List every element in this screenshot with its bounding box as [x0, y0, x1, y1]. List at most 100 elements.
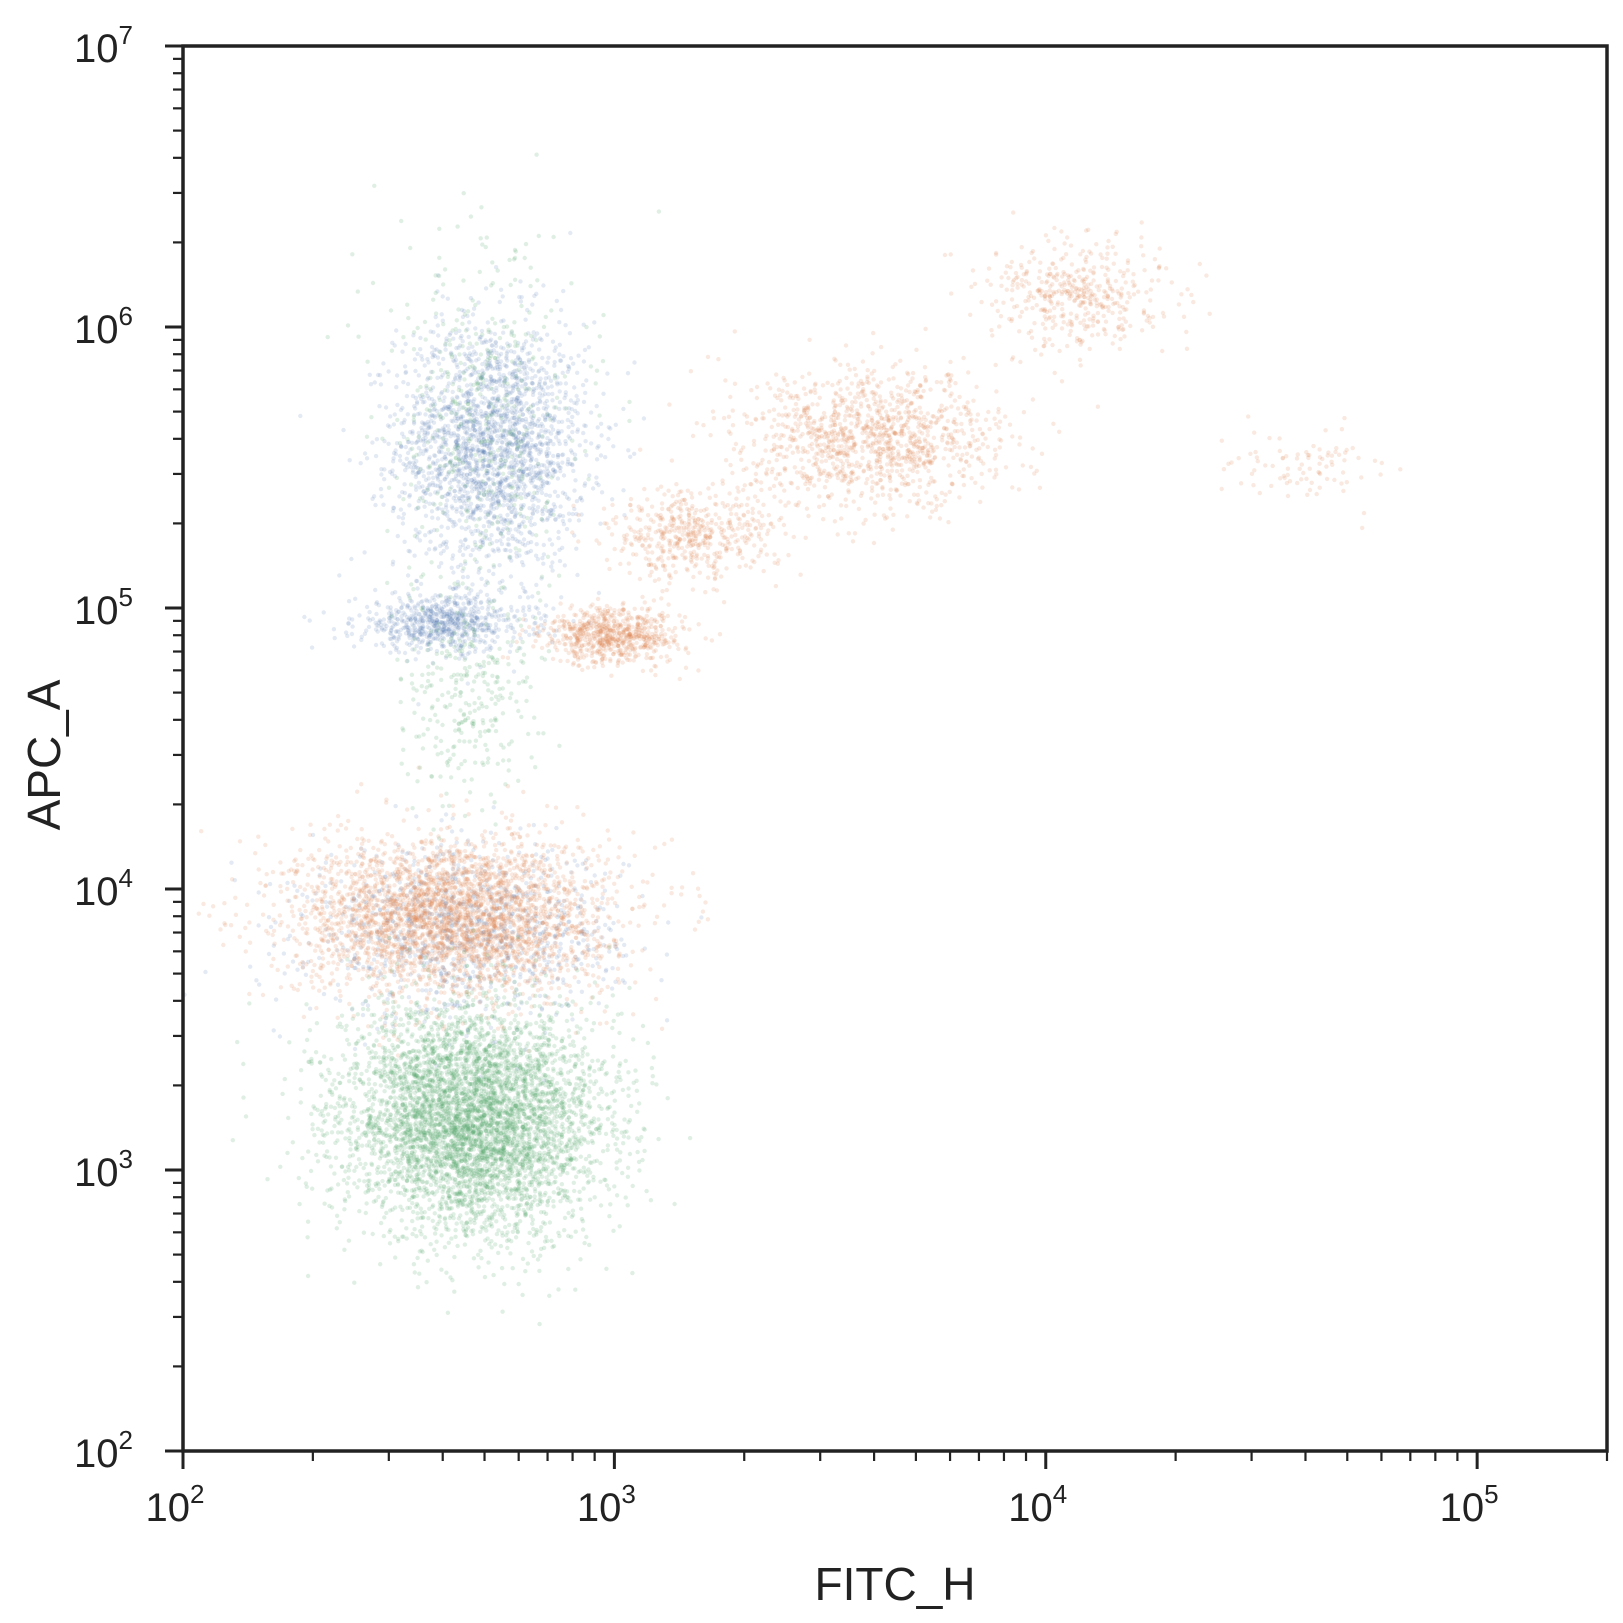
data-point: [407, 549, 413, 554]
data-point: [282, 971, 287, 976]
data-point: [472, 517, 477, 522]
data-point: [479, 435, 484, 440]
data-point: [558, 307, 564, 313]
data-point: [478, 600, 483, 606]
data-point: [553, 435, 559, 440]
data-point: [457, 400, 463, 405]
data-point: [269, 963, 274, 968]
data-point: [503, 413, 508, 418]
data-point: [494, 847, 499, 853]
data-point: [509, 503, 514, 508]
data-point: [511, 614, 517, 619]
data-point: [547, 460, 552, 466]
data-point: [457, 656, 462, 661]
data-point: [470, 424, 476, 429]
data-point: [555, 431, 560, 436]
data-point: [311, 888, 316, 894]
data-point: [260, 992, 266, 998]
data-point: [402, 650, 408, 656]
data-point: [518, 299, 524, 304]
data-point: [446, 423, 451, 429]
data-point: [473, 470, 479, 475]
data-point: [412, 605, 418, 611]
data-point: [473, 464, 479, 469]
data-point: [465, 446, 470, 452]
data-point: [511, 416, 516, 421]
data-point: [487, 360, 492, 366]
data-point: [554, 896, 559, 902]
data-point: [465, 495, 471, 500]
data-point: [445, 406, 451, 412]
data-point: [496, 613, 501, 618]
data-point: [395, 533, 400, 539]
data-point: [405, 412, 410, 417]
data-point: [545, 469, 550, 474]
data-point: [536, 611, 542, 616]
data-point: [503, 477, 509, 483]
data-point: [679, 892, 684, 897]
data-point: [394, 385, 399, 390]
data-point: [492, 639, 497, 645]
data-point: [472, 467, 477, 472]
data-point: [321, 610, 326, 615]
data-point: [554, 380, 560, 385]
data-point: [399, 605, 404, 610]
data-point: [572, 488, 577, 493]
data-point: [498, 457, 503, 463]
data-point: [485, 519, 491, 525]
data-point: [508, 643, 514, 648]
data-point: [495, 1026, 501, 1031]
data-point: [408, 618, 414, 623]
data-point: [624, 953, 629, 958]
data-point: [401, 461, 406, 467]
data-point: [497, 905, 503, 911]
data-point: [445, 525, 451, 531]
data-point: [632, 360, 637, 365]
data-point: [413, 406, 418, 411]
data-point: [484, 592, 490, 598]
data-point: [476, 356, 481, 362]
data-point: [254, 978, 259, 983]
data-point: [609, 986, 615, 991]
data-point: [458, 539, 463, 544]
data-point: [458, 375, 463, 381]
data-point: [547, 413, 553, 418]
data-point: [659, 978, 664, 983]
data-point: [353, 886, 358, 892]
data-point: [486, 433, 491, 439]
data-point: [370, 496, 375, 501]
data-point: [544, 454, 550, 459]
data-point: [524, 442, 530, 447]
data-point: [337, 998, 343, 1003]
data-point: [256, 923, 261, 928]
data-point: [434, 614, 439, 619]
data-point: [460, 392, 466, 398]
data-point: [415, 586, 420, 591]
data-point: [447, 621, 452, 627]
data-point: [497, 580, 502, 585]
data-point: [533, 484, 538, 489]
data-point: [556, 535, 561, 541]
data-point: [498, 378, 503, 384]
data-point: [447, 1015, 453, 1020]
data-point: [409, 966, 414, 971]
data-point: [450, 611, 455, 616]
data-point: [514, 447, 520, 452]
data-point: [403, 463, 408, 468]
data-point: [521, 605, 526, 610]
data-point: [418, 581, 424, 587]
data-point: [475, 473, 481, 478]
data-point: [598, 453, 604, 458]
data-point: [277, 1034, 283, 1039]
data-point: [556, 453, 561, 458]
data-point: [631, 1012, 636, 1017]
data-point: [579, 893, 584, 898]
data-point: [530, 594, 535, 599]
data-point: [428, 444, 433, 450]
data-point: [488, 830, 494, 835]
data-point: [458, 562, 463, 568]
data-point: [460, 494, 466, 499]
data-point: [582, 860, 588, 866]
data-point: [601, 977, 606, 982]
data-point: [518, 279, 523, 284]
